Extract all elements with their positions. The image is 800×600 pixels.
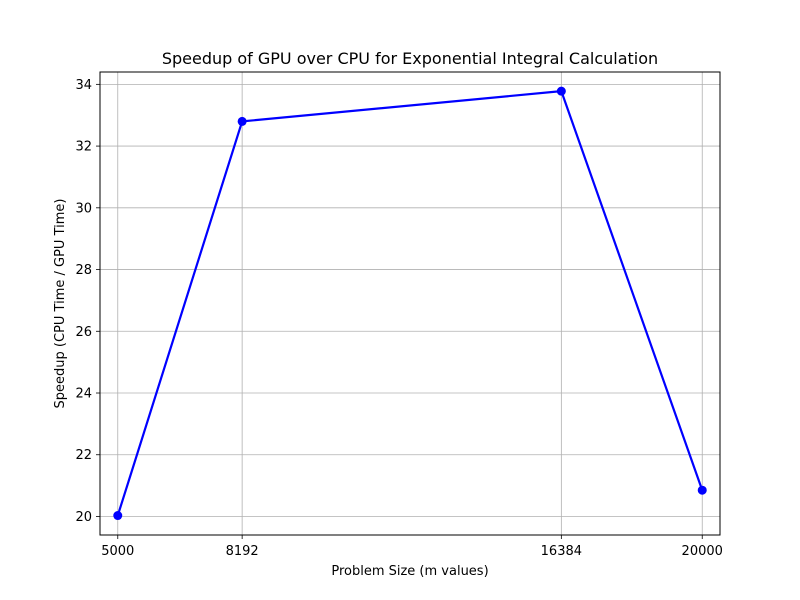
y-tick-label: 34: [75, 78, 92, 93]
y-tick-label: 28: [75, 263, 92, 278]
y-tick-label: 20: [75, 510, 92, 525]
y-tick-label: 22: [75, 448, 92, 463]
plot-area-frame: [99, 71, 721, 536]
chart-title: Speedup of GPU over CPU for Exponential …: [162, 49, 658, 68]
x-tick-label: 5000: [101, 544, 134, 559]
y-tick-label: 24: [75, 387, 92, 402]
series-line: [116, 90, 704, 516]
x-axis-title: Problem Size (m values): [331, 564, 488, 579]
x-tick-label: 8192: [226, 544, 259, 559]
x-tick-label: 16384: [541, 544, 582, 559]
y-axis-title: Speedup (CPU Time / GPU Time): [53, 199, 68, 409]
data-point: [237, 116, 247, 126]
data-series: [113, 86, 707, 521]
data-point: [113, 511, 123, 521]
axis-ticks: 5000 8192 16384 20000 20 22 24 26 28 30 32 34: [75, 78, 722, 559]
y-tick-label: 32: [75, 140, 92, 155]
grid-lines: [100, 72, 720, 535]
x-tick-label: 20000: [682, 544, 723, 559]
y-tick-label: 26: [75, 325, 92, 340]
data-point: [556, 86, 566, 96]
data-point: [697, 485, 707, 495]
y-tick-label: 30: [75, 201, 92, 216]
